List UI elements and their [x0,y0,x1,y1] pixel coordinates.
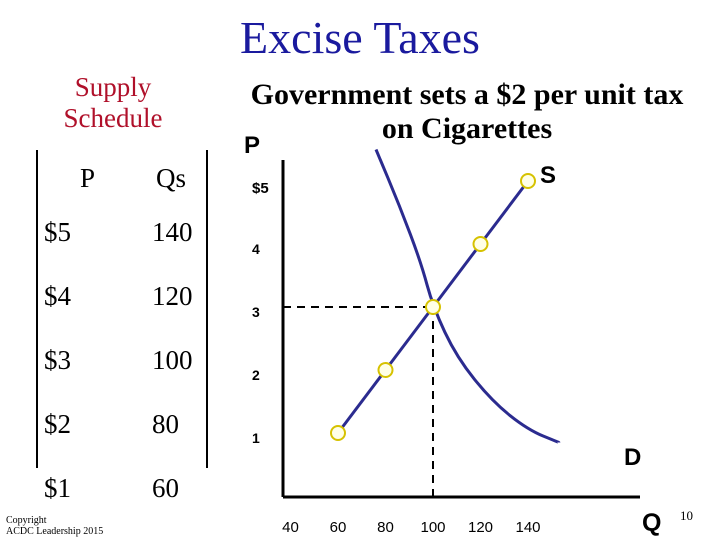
x-tick-label: 80 [377,519,394,536]
copyright: Copyright ACDC Leadership 2015 [6,515,103,537]
tax-note: Government sets a $2 per unit tax on Cig… [250,78,684,145]
table-header-p: P [80,163,96,193]
copyright-line-1: Copyright [6,515,47,526]
x-tick-label: 100 [420,519,445,536]
table-price-cell: $3 [44,345,71,375]
x-axis-label: Q [642,509,661,537]
y-tick-label: 4 [252,241,260,257]
table-header-qs: Qs [156,163,187,193]
y-tick-label: 2 [252,367,260,383]
table-price-cell: $4 [44,281,71,311]
supply-point [472,236,489,252]
table-price-cell: $2 [44,409,71,439]
demand-curve-label: D [624,444,641,471]
y-tick-label: 1 [252,430,260,446]
y-tick-label: 3 [252,304,260,320]
x-tick-label: 120 [468,519,493,536]
x-tick-label: 60 [330,519,347,536]
table-price-cell: $5 [44,217,71,247]
supply-point [520,173,536,189]
copyright-line-2: ACDC Leadership 2015 [6,526,104,537]
demand-curve [374,148,560,444]
y-tick-label: $5 [252,180,269,197]
x-tick-label: 140 [515,519,540,536]
table-quantity-cell: 100 [152,345,193,375]
table-price-cell: $1 [44,473,71,503]
table-quantity-cell: 80 [152,409,179,439]
supply-point [377,362,394,378]
supply-table-frame [36,150,208,468]
x-tick-label: 40 [282,519,299,536]
table-quantity-cell: 60 [152,473,179,503]
y-axis-label: P [244,132,260,159]
supply-schedule-heading: Supply Schedule [63,72,163,133]
supply-curve-label: S [540,162,556,189]
slide-number: 10 [680,508,693,523]
slide-title: Excise Taxes [240,12,480,63]
supply-point [425,299,441,315]
supply-point [330,425,346,441]
table-quantity-cell: 140 [152,217,193,247]
table-quantity-cell: 120 [152,281,193,311]
